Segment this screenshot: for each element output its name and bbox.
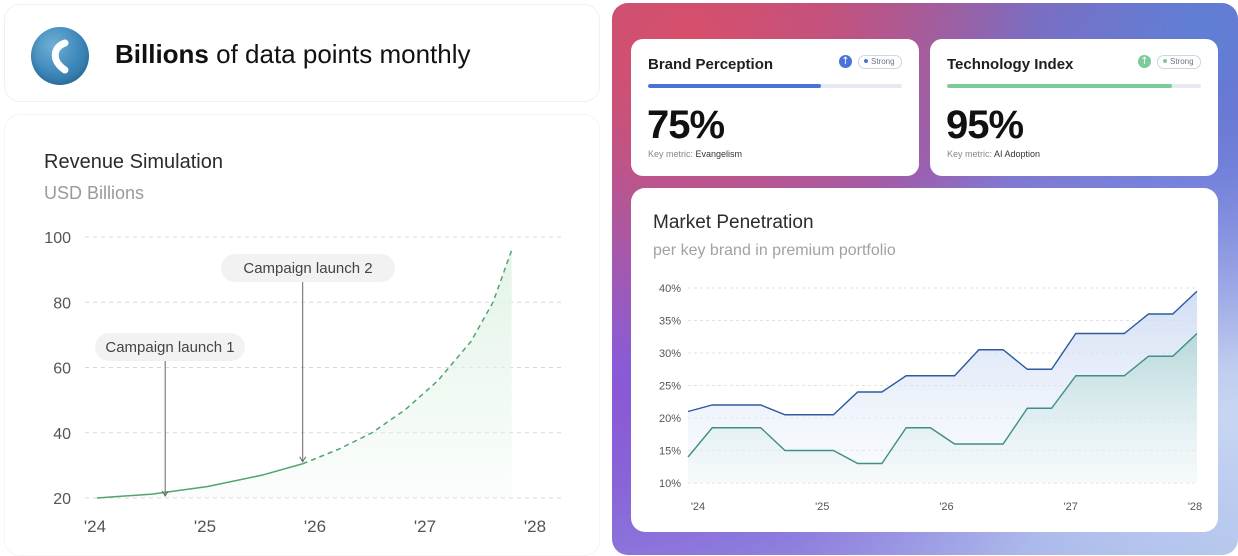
status-badge: Strong <box>1157 55 1201 69</box>
x-tick-label: '27 <box>414 517 436 536</box>
y-tick-label: 10% <box>659 478 681 490</box>
revenue-chart: 100 80 60 40 20 '24 '25 '26 '27 '28 Campaign launc… <box>44 230 565 536</box>
headline: Billions of data points monthly <box>115 39 471 70</box>
status-badge: Strong <box>858 55 902 69</box>
headline-card: Billions of data points monthly <box>4 4 600 102</box>
technology-index-card: Technology Index ↑ Strong 95% Key metric… <box>930 39 1218 176</box>
key-metric-value: Evangelism <box>695 149 743 159</box>
metric-value: 75% <box>647 103 725 147</box>
x-tick-label: '25 <box>815 501 829 513</box>
y-tick-label: 20 <box>53 491 71 508</box>
brand-perception-card: Brand Perception ↑ Strong 75% Key metric… <box>631 39 919 176</box>
y-tick-label: 80 <box>53 295 71 312</box>
key-metric-label: Key metric: <box>947 149 995 159</box>
progress-track <box>648 84 902 88</box>
y-tick-label: 40% <box>659 283 681 295</box>
y-tick-label: 30% <box>659 348 681 360</box>
x-tick-label: '26 <box>304 517 326 536</box>
y-tick-label: 40 <box>53 426 71 443</box>
status-badge-label: Strong <box>1170 57 1194 66</box>
lower-series-line <box>687 332 1198 465</box>
up-arrow-icon: ↑ <box>1138 55 1151 68</box>
metrics-panel: Brand Perception ↑ Strong 75% Key metric… <box>612 3 1238 555</box>
y-tick-label: 25% <box>659 381 681 393</box>
y-tick-label: 60 <box>53 361 71 378</box>
x-tick-label: '27 <box>1064 501 1078 513</box>
annotation-arrowhead <box>299 456 307 463</box>
x-tick-label: '26 <box>939 501 953 513</box>
revenue-simulation-card: Revenue Simulation USD Billions 100 80 60 4… <box>4 114 600 556</box>
y-tick-label: 20% <box>659 413 681 425</box>
annotation-label: Campaign launch 2 <box>243 260 372 277</box>
progress-fill <box>947 84 1172 88</box>
progress-track <box>947 84 1201 88</box>
y-tick-label: 100 <box>44 230 71 247</box>
x-tick-label: '24 <box>84 517 106 536</box>
revenue-line <box>96 463 303 499</box>
key-metric: Key metric: AI Adoption <box>947 149 1040 159</box>
annotation-arrowhead <box>161 490 169 497</box>
key-metric-label: Key metric: <box>648 149 696 159</box>
metric-title: Technology Index <box>947 56 1074 73</box>
market-penetration-chart: 40% 35% 30% 25% 20% 15% 10% '24 '25 '26 '27 '28 <box>659 283 1202 513</box>
market-penetration-card: Market Penetration per key brand in prem… <box>631 188 1218 532</box>
key-metric: Key metric: Evangelism <box>648 149 742 159</box>
lower-series-area <box>688 333 1197 483</box>
revenue-area <box>97 250 512 498</box>
status-dot-icon <box>1163 59 1167 63</box>
status-badge-label: Strong <box>871 57 895 66</box>
x-tick-label: '25 <box>194 517 216 536</box>
y-tick-label: 35% <box>659 316 681 328</box>
headline-bold: Billions <box>115 39 209 69</box>
upper-series-line <box>687 290 1198 416</box>
x-tick-label: '28 <box>1188 501 1202 513</box>
metric-title: Brand Perception <box>648 56 774 73</box>
status-dot-icon <box>864 59 868 63</box>
market-chart-subtitle: per key brand in premium portfolio <box>653 242 896 259</box>
curved-stroke-logo-icon <box>31 27 89 85</box>
up-arrow-icon: ↑ <box>839 55 852 68</box>
progress-fill <box>648 84 821 88</box>
annotation-pill <box>95 333 245 361</box>
annotation-label: Campaign launch 1 <box>105 339 234 356</box>
revenue-chart-subtitle: USD Billions <box>44 183 145 203</box>
headline-rest: of data points monthly <box>208 39 471 69</box>
market-chart-title: Market Penetration <box>653 212 814 233</box>
annotation-pill <box>221 254 395 282</box>
metric-value: 95% <box>946 103 1024 147</box>
revenue-chart-title: Revenue Simulation <box>44 151 223 173</box>
x-tick-label: '28 <box>524 517 546 536</box>
key-metric-value: AI Adoption <box>994 149 1041 159</box>
revenue-projection-line <box>302 249 513 465</box>
x-tick-label: '24 <box>691 501 705 513</box>
y-tick-label: 15% <box>659 446 681 458</box>
